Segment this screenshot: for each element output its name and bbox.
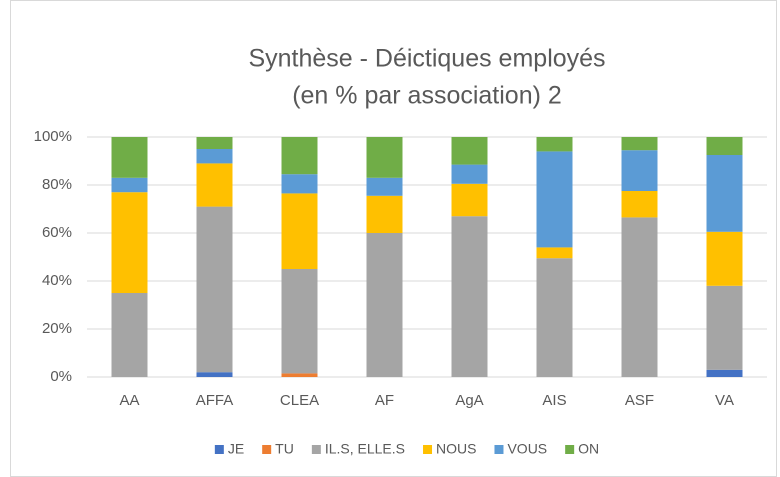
y-tick-label: 20% [42,320,72,337]
legend-label: IL.S, ELLE.S [325,441,405,457]
legend-swatch [423,445,433,454]
bar-segment [536,247,573,259]
legend-swatch [214,445,224,454]
x-tick-label: ASF [625,392,654,409]
bar-segment [366,233,403,377]
y-tick-label: 100% [34,128,72,145]
x-tick-label: AgA [455,392,483,409]
bar-segment [451,164,488,184]
bar-segment [621,191,658,218]
bar-segment [281,193,318,269]
x-tick-label: AF [375,392,394,409]
bar-segment [451,216,488,377]
bar-segment [196,137,233,149]
y-tick-label: 0% [50,368,72,385]
bar-segment [706,155,743,232]
bar-segment [706,285,743,370]
bar-segment [366,177,403,196]
legend-swatch [565,445,575,454]
bar-segment [366,195,403,233]
x-tick-label: VA [715,392,734,409]
legend-swatch [494,445,504,454]
bar-segment [536,137,573,152]
bar-segment [111,177,148,193]
bar-segment [281,137,318,175]
legend-swatch [311,445,321,454]
bar-segment [281,174,318,194]
bar-segment [706,369,743,377]
y-tick-label: 60% [42,224,72,241]
x-tick-label: CLEA [280,392,319,409]
bar-segment [196,163,233,207]
bar-segment [196,149,233,164]
x-tick-label: AFFA [196,392,234,409]
x-tick-label: AA [119,392,139,409]
bar-segment [536,151,573,248]
y-tick-label: 40% [42,272,72,289]
legend-label: ON [578,441,599,457]
legend-label: TU [275,441,294,457]
bar-segment [196,372,233,377]
bar-segment [451,137,488,165]
legend-label: NOUS [436,441,476,457]
bar-segment [111,192,148,293]
legend-swatch [262,445,272,454]
bar-segment [196,206,233,373]
bar-segment [621,217,658,377]
bar-segment [111,137,148,178]
y-tick-label: 80% [42,176,72,193]
bar-segment [366,137,403,178]
legend-label: JE [228,441,244,457]
bar-segment [621,137,658,151]
bar-segment [706,137,743,155]
bar-segment [281,269,318,374]
x-tick-label: AIS [542,392,566,409]
chart-title: Synthèse - Déictiques employés [248,45,605,73]
bar-segment [621,150,658,191]
bar-segment [536,258,573,377]
bar-segment [281,373,318,377]
bar-segment [111,293,148,377]
bar-segment [451,183,488,217]
chart-subtitle: (en % par association) 2 [292,82,562,110]
bar-segment [706,231,743,286]
legend-label: VOUS [507,441,547,457]
